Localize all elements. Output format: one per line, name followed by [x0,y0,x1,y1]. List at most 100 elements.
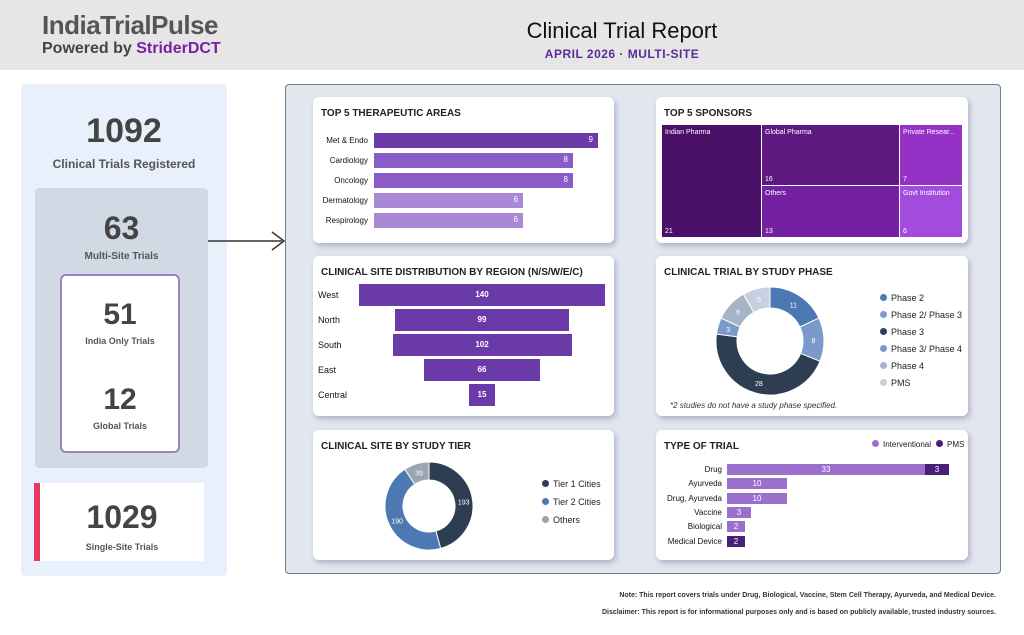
kpi-multi-value: 63 [103,210,140,246]
legend-dot-icon [880,311,887,318]
phase-title: CLINICAL TRIAL BY STUDY PHASE [664,267,833,278]
trial-type-bar-label: Biological [687,522,722,532]
therapeutic-bar: 9 [374,133,598,148]
trial-type-bar-segment: 2 [727,535,745,547]
kpi-multi-site: 63 Multi-Site Trials [35,210,208,262]
arrow-right-icon [208,231,286,251]
trial-type-legend-item: PMS [936,440,964,449]
region-bar-label: East [318,365,337,375]
treemap-cell: Global Pharma 16 [762,125,899,185]
kpi-global: 12 Global Trials [60,365,180,453]
phase-donut-slice [742,286,771,313]
kpi-india-only: 51 India Only Trials [60,274,180,366]
therapeutic-bar: 8 [374,173,573,188]
kpi-single-site: 1029 Single-Site Trials [34,483,204,561]
legend-dot-icon [542,480,549,487]
region-bar: 66 [424,359,540,381]
trial-type-bar-segment: 10 [727,492,787,504]
legend-dot-icon [542,516,549,523]
card-study-tier: CLINICAL SITE BY STUDY TIER 193 190 39 Tie… [313,430,614,560]
phase-legend-label: Phase 3/ Phase 4 [891,344,963,354]
trial-type-bar-value: 3 [736,507,742,517]
tier-donut-slice-value: 193 [458,499,470,506]
phase-legend-item: Phase 4 [880,361,924,371]
region-bar-label: Central [318,390,348,400]
phase-legend-label: PMS [891,378,911,388]
tier-legend-label: Tier 2 Cities [553,497,601,507]
tier-donut-slice-value: 190 [391,518,403,525]
therapeutic-bar-label: Oncology [334,176,368,185]
phase-donut-chart: 11 8 28 3 6 5 [715,286,825,396]
tier-legend-item: Tier 2 Cities [542,497,601,507]
treemap-cell: Govt Institution 6 [900,186,962,237]
treemap-cell: Private Resear... 7 [900,125,962,185]
therapeutic-bar-label: Dermatology [322,196,368,205]
kpi-india-value: 51 [103,298,137,331]
card-therapeutic-areas: TOP 5 THERAPEUTIC AREAS Met & Endo 9 Cardi… [313,97,614,243]
therapeutic-bar-value: 9 [588,135,593,144]
trial-type-bar-value: 2 [733,536,739,546]
footer-disclaimer: Disclaimer: This report is for informati… [601,609,996,616]
phase-legend-item: Phase 3 [880,327,924,337]
region-bar: 102 [392,334,572,356]
logo-subtitle: Powered by StriderDCT [42,40,221,58]
region-bar-value: 99 [477,315,487,324]
trial-type-bar-segment: 2 [727,521,745,533]
kpi-global-value: 12 [103,383,137,416]
kpi-total-label: Clinical Trials Registered [52,157,196,171]
card-type-of-trial: TYPE OF TRIAL Interventional PMS Drug 33 3 A… [656,430,968,560]
trial-type-bar-value: 10 [752,479,762,489]
phase-donut-slice-value: 6 [736,309,740,316]
phase-donut-slice-value: 28 [755,381,763,388]
therapeutic-bar-value: 6 [513,195,518,204]
card-region-distribution: CLINICAL SITE DISTRIBUTION BY REGION (N/… [313,256,614,416]
treemap-cell-value: 6 [903,228,907,235]
phase-legend-item: Phase 3/ Phase 4 [880,344,962,354]
tier-donut-slice [384,468,442,551]
tier-donut-slice [404,461,430,485]
page-title: Clinical Trial Report [526,18,718,43]
phase-legend-label: Phase 3 [891,327,925,337]
logo-brand: StriderDCT [136,40,221,57]
region-bar-value: 15 [477,390,487,399]
therapeutic-bar-label: Respirology [325,216,368,225]
region-bar-label: North [318,315,341,325]
treemap-cell-value: 7 [903,176,907,183]
footer-note: Note: This report covers trials under Dr… [619,592,996,599]
phase-donut-slice-value: 11 [790,302,797,309]
therapeutic-bar-label: Met & Endo [326,136,368,145]
phase-legend-item: Phase 2 [880,293,924,303]
trial-type-bar-value: 2 [733,522,739,532]
phase-legend-item: PMS [880,378,911,388]
kpi-total-value: 1092 [86,112,162,150]
kpi-india-label: India Only Trials [85,336,155,346]
region-bar-label: West [318,290,339,300]
region-title: CLINICAL SITE DISTRIBUTION BY REGION (N/… [321,267,583,278]
trial-type-bar-label: Vaccine [694,507,722,517]
phase-legend-item: Phase 2/ Phase 3 [880,310,962,320]
trial-type-bar-value: 33 [821,465,831,474]
therapeutic-bar-value: 8 [563,155,568,164]
kpi-multi-label: Multi-Site Trials [84,251,159,262]
therapeutic-bar-label: Cardiology [329,156,368,165]
report-header: IndiaTrialPulse Powered by StriderDCT Cl… [0,0,1024,70]
trial-type-bar-segment: 3 [925,464,949,475]
treemap-cell-name: Govt Institution [903,190,950,197]
treemap-cell: Others 13 [762,186,899,237]
page-subtitle: APRIL 2026 · MULTI-SITE [544,47,700,61]
legend-dot-icon [936,440,943,447]
trial-type-bar-label: Ayurveda [688,479,722,489]
therapeutic-title: TOP 5 THERAPEUTIC AREAS [321,108,461,119]
treemap-cell-name: Global Pharma [765,129,812,136]
treemap-cell-value: 16 [765,176,773,183]
trial-type-bar-segment: 10 [727,478,787,490]
trial-type-bar-value: 3 [934,465,940,474]
card-study-phase: CLINICAL TRIAL BY STUDY PHASE 11 8 28 3 6 5 P… [656,256,968,416]
trial-type-bar-value: 10 [752,493,762,503]
phase-donut-slice-value: 8 [812,338,816,345]
sponsors-title: TOP 5 SPONSORS [664,108,752,119]
phase-legend-label: Phase 2 [891,293,925,303]
tier-legend-label: Others [553,515,581,525]
trial-type-bar-segment: 33 [727,464,925,475]
region-bar-value: 66 [477,365,487,374]
